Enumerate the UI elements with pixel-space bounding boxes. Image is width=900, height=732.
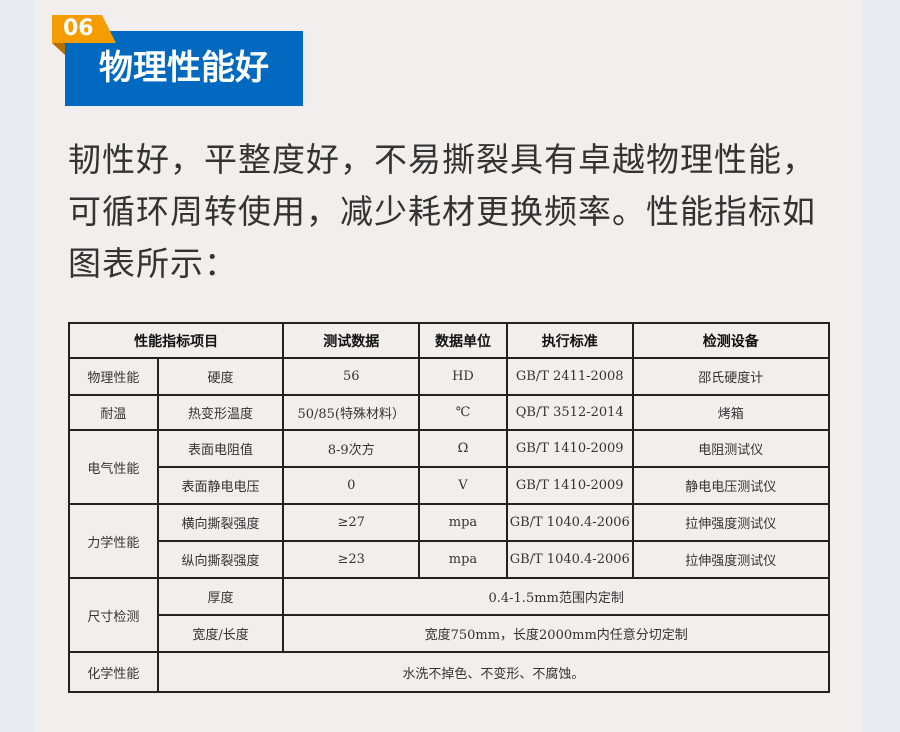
item-cell: 厚度	[156, 577, 285, 616]
merged-cell: 0.4-1.5mm范围内定制	[282, 577, 830, 616]
equipment-cell: 拉伸强度测试仪	[631, 540, 831, 579]
unit-cell: V	[418, 466, 508, 505]
data-cell: 0	[282, 466, 421, 505]
standard-cell: GB/T 2411-2008	[505, 357, 634, 396]
header-cell: 数据单位	[418, 322, 508, 359]
table-row: 化学性能 水洗不掉色、不变形、不腐蚀。	[68, 651, 831, 693]
item-cell: 横向撕裂强度	[156, 503, 285, 542]
data-cell: ≥23	[282, 540, 421, 579]
data-cell: 8-9次方	[282, 429, 421, 468]
data-cell: ≥27	[282, 503, 421, 542]
category-cell: 电气性能	[68, 429, 159, 505]
table-row: 表面静电电压 0 V GB/T 1410-2009 静电电压测试仪	[69, 466, 831, 505]
table-row: 物理性能 硬度 56 HD GB/T 2411-2008 邵氏硬度计	[68, 357, 831, 396]
category-cell: 尺寸检测	[68, 577, 159, 653]
data-cell: 50/85(特殊材料）	[282, 394, 421, 431]
description-text: 韧性好，平整度好，不易撕裂具有卓越物理性能，可循环周转使用，减少耗材更换频率。性…	[68, 140, 816, 283]
merged-cell: 宽度750mm，长度2000mm内任意分切定制	[282, 614, 830, 653]
equipment-cell: 烤箱	[631, 394, 831, 431]
table-header-row: 性能指标项目 测试数据 数据单位 执行标准 检测设备	[67, 322, 831, 359]
equipment-cell: 静电电压测试仪	[631, 466, 831, 505]
table-row: 纵向撕裂强度 ≥23 mpa GB/T 1040.4-2006 拉伸强度测试仪	[69, 540, 831, 579]
category-cell: 物理性能	[68, 357, 159, 396]
header-cell: 执行标准	[505, 322, 634, 359]
header-cell: 性能指标项目	[67, 322, 285, 359]
item-cell: 宽度/长度	[156, 614, 285, 653]
unit-cell: mpa	[418, 540, 508, 579]
merged-cell: 水洗不掉色、不变形、不腐蚀。	[156, 651, 831, 693]
category-cell: 化学性能	[68, 651, 159, 693]
item-cell: 表面静电电压	[156, 466, 285, 505]
performance-table: 性能指标项目 测试数据 数据单位 执行标准 检测设备 物理性能 硬度 56 HD…	[67, 322, 831, 693]
item-cell: 硬度	[156, 357, 285, 396]
item-cell: 表面电阻值	[156, 429, 285, 468]
unit-cell: mpa	[418, 503, 508, 542]
item-cell: 热变形温度	[156, 394, 285, 431]
header-cell: 检测设备	[631, 322, 831, 359]
header-cell: 测试数据	[282, 322, 421, 359]
category-cell: 力学性能	[68, 503, 159, 579]
item-cell: 纵向撕裂强度	[156, 540, 285, 579]
table-row: 力学性能 横向撕裂强度 ≥27 mpa GB/T 1040.4-2006 拉伸强…	[68, 503, 831, 579]
unit-cell: Ω	[418, 429, 508, 468]
equipment-cell: 邵氏硬度计	[631, 357, 831, 396]
standard-cell: GB/T 1040.4-2006	[505, 503, 634, 542]
table-row: 电气性能 表面电阻值 8-9次方 Ω GB/T 1410-2009 电阻测试仪	[68, 429, 831, 505]
section-number: 06	[63, 16, 94, 41]
data-cell: 56	[282, 357, 421, 396]
table-row: 宽度/长度 宽度750mm，长度2000mm内任意分切定制	[69, 614, 830, 653]
equipment-cell: 电阻测试仪	[631, 429, 831, 468]
standard-cell: GB/T 1410-2009	[505, 429, 634, 468]
equipment-cell: 拉伸强度测试仪	[631, 503, 831, 542]
unit-cell: HD	[418, 357, 508, 396]
standard-cell: QB/T 3512-2014	[505, 394, 634, 431]
unit-cell: ℃	[418, 394, 508, 431]
standard-cell: GB/T 1410-2009	[505, 466, 634, 505]
standard-cell: GB/T 1040.4-2006	[505, 540, 634, 579]
table-row: 尺寸检测 厚度 0.4-1.5mm范围内定制	[68, 577, 830, 653]
section-title: 物理性能好	[65, 31, 303, 106]
table-row: 耐温 热变形温度 50/85(特殊材料） ℃ QB/T 3512-2014 烤箱	[68, 394, 831, 431]
category-cell: 耐温	[68, 394, 159, 431]
